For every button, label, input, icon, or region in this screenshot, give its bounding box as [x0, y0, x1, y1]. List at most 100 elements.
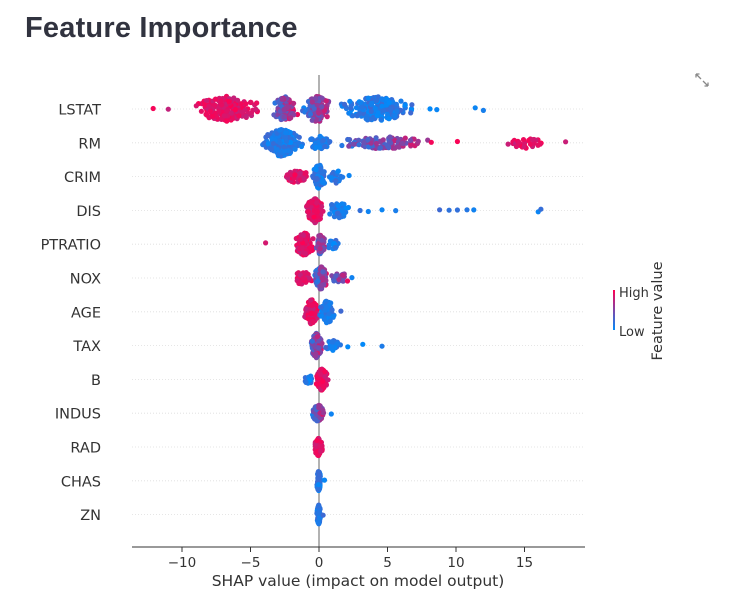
data-point	[437, 207, 443, 213]
data-point	[212, 102, 218, 108]
data-point	[349, 275, 355, 281]
data-point	[312, 416, 318, 422]
data-point	[327, 211, 333, 217]
data-point	[313, 353, 319, 359]
data-point	[314, 279, 320, 285]
data-point	[346, 143, 352, 149]
data-point	[393, 101, 399, 107]
data-point	[314, 333, 321, 340]
data-point	[150, 105, 156, 112]
colorbar	[613, 290, 615, 330]
data-point	[232, 107, 238, 113]
data-point	[434, 107, 440, 113]
data-point	[298, 236, 304, 242]
data-point	[321, 410, 327, 416]
data-point	[254, 100, 260, 106]
data-point	[402, 102, 408, 108]
data-point	[279, 96, 285, 102]
data-point	[305, 98, 312, 105]
data-point	[323, 344, 329, 351]
data-point	[505, 141, 511, 147]
page-title: Feature Importance	[25, 12, 298, 44]
data-point	[303, 306, 309, 312]
data-point	[288, 139, 294, 145]
data-point	[373, 98, 380, 104]
data-point	[365, 137, 371, 143]
data-point	[285, 148, 292, 154]
data-point	[298, 143, 305, 150]
data-point	[292, 146, 298, 152]
data-point	[302, 250, 308, 256]
data-point	[408, 141, 414, 147]
data-point	[340, 278, 346, 284]
data-point	[336, 276, 342, 283]
data-point	[381, 107, 387, 114]
data-point	[318, 304, 324, 310]
data-point	[538, 206, 544, 212]
data-point	[288, 115, 294, 121]
data-point	[331, 214, 337, 220]
data-point	[333, 273, 339, 279]
data-point	[329, 202, 335, 208]
data-point	[300, 232, 307, 238]
y-tick-label: DIS	[76, 204, 101, 220]
data-point	[313, 381, 319, 387]
data-point	[198, 108, 204, 114]
data-point	[309, 310, 315, 316]
data-point	[339, 208, 345, 214]
data-point	[345, 344, 351, 350]
data-point	[521, 144, 527, 150]
data-point	[385, 144, 391, 150]
data-point	[303, 379, 309, 385]
data-point	[314, 102, 320, 108]
data-point	[203, 98, 210, 104]
data-point	[308, 297, 314, 303]
data-point	[344, 278, 351, 284]
data-point	[275, 151, 282, 158]
data-point	[378, 116, 384, 123]
data-point	[357, 100, 364, 106]
data-point	[301, 176, 307, 182]
data-point	[324, 114, 330, 120]
fullscreen-button[interactable]	[693, 71, 711, 89]
data-point	[320, 269, 326, 275]
data-point	[284, 172, 290, 178]
data-point	[480, 107, 486, 113]
data-point	[165, 106, 171, 112]
data-point	[294, 111, 301, 118]
data-point	[320, 384, 326, 390]
x-tick-label: 15	[516, 555, 533, 571]
data-point	[454, 207, 460, 213]
data-point	[368, 140, 374, 146]
data-point	[221, 113, 227, 119]
data-point	[283, 138, 290, 144]
data-point	[281, 114, 287, 120]
data-point	[316, 405, 322, 411]
data-point	[320, 137, 326, 144]
data-point	[328, 339, 334, 345]
data-point	[316, 520, 322, 526]
data-point	[331, 278, 337, 284]
x-tick-label: 10	[447, 555, 464, 571]
data-point	[316, 471, 322, 477]
data-point	[332, 244, 338, 251]
data-point	[224, 108, 230, 114]
data-point	[368, 108, 374, 114]
data-point	[318, 313, 324, 319]
data-point	[235, 97, 241, 103]
data-point	[328, 411, 334, 417]
data-point	[203, 111, 209, 117]
data-point	[218, 102, 225, 108]
data-point	[362, 144, 368, 150]
data-point	[315, 482, 321, 488]
y-tick-label: NOX	[70, 272, 101, 288]
data-point	[427, 106, 433, 112]
data-point	[341, 101, 348, 107]
data-point	[537, 141, 543, 147]
data-point	[357, 207, 363, 214]
colorbar-low-label: Low	[619, 325, 645, 340]
data-point	[306, 316, 312, 322]
data-point	[329, 344, 336, 350]
data-point	[446, 207, 452, 213]
data-point	[398, 98, 404, 104]
